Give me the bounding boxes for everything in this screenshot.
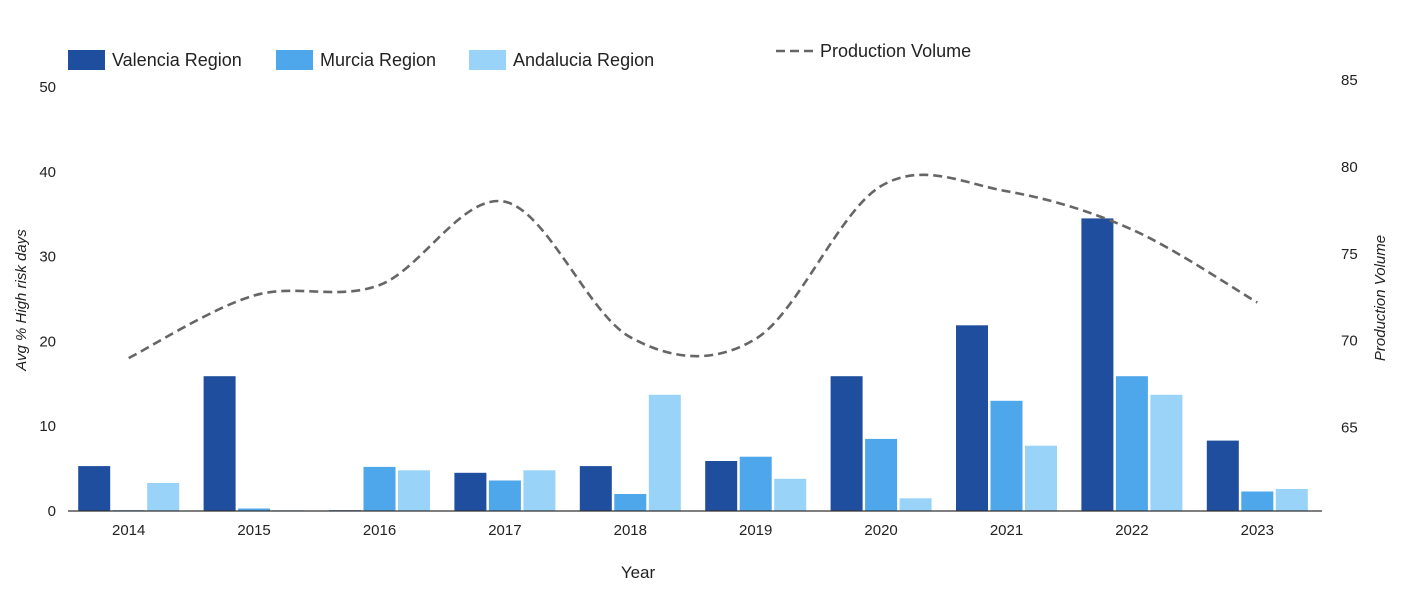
bar-valencia-region bbox=[705, 461, 738, 511]
bar-valencia-region bbox=[1081, 218, 1114, 511]
bar-andalucia-region bbox=[1275, 489, 1308, 511]
bar-andalucia-region bbox=[899, 498, 932, 511]
bar-murcia-region bbox=[990, 400, 1023, 511]
y-axis-left-title: Avg % High risk days bbox=[13, 229, 30, 372]
bar-murcia-region bbox=[739, 456, 772, 511]
bar-murcia-region bbox=[865, 438, 898, 511]
x-tick-label: 2018 bbox=[614, 522, 647, 539]
bar-andalucia-region bbox=[398, 470, 430, 511]
legend-swatch bbox=[68, 50, 105, 70]
bar-andalucia-region bbox=[1150, 394, 1183, 511]
y-left-tick-label: 20 bbox=[39, 333, 56, 350]
bar-valencia-region bbox=[203, 376, 236, 511]
legend-label: Andalucia Region bbox=[513, 50, 654, 70]
legend-item-andalucia-region[interactable]: Andalucia Region bbox=[469, 50, 654, 70]
x-tick-label: 2016 bbox=[363, 522, 396, 539]
legend-label: Production Volume bbox=[820, 41, 971, 61]
y-left-tick-label: 0 bbox=[48, 503, 56, 520]
legend-swatch bbox=[469, 50, 506, 70]
line-layer bbox=[128, 173, 1258, 360]
y-axis-right-title: Production Volume bbox=[1372, 235, 1389, 361]
y-right-tick-label: 80 bbox=[1341, 159, 1358, 176]
bar-murcia-region bbox=[614, 494, 647, 511]
y-axis-left: 0 10 20 30 40 50 bbox=[39, 79, 56, 520]
legend-item-murcia-region[interactable]: Murcia Region bbox=[276, 50, 436, 70]
y-right-tick-label: 85 bbox=[1341, 72, 1358, 89]
bar-valencia-region bbox=[579, 466, 612, 511]
y-right-tick-label: 70 bbox=[1341, 333, 1358, 350]
x-tick-label: 2021 bbox=[990, 522, 1023, 539]
bar-andalucia-region bbox=[147, 483, 180, 511]
x-tick-label: 2019 bbox=[739, 522, 772, 539]
y-left-tick-label: 30 bbox=[39, 249, 56, 266]
bar-valencia-region bbox=[956, 325, 988, 511]
bars bbox=[78, 218, 1308, 511]
bar-murcia-region bbox=[363, 466, 396, 511]
bar-murcia-region bbox=[238, 508, 271, 511]
bar-valencia-region bbox=[454, 472, 487, 511]
legend-item-valencia-region[interactable]: Valencia Region bbox=[68, 50, 242, 70]
bar-murcia-region bbox=[1115, 376, 1148, 511]
x-tick-label: 2022 bbox=[1115, 522, 1148, 539]
y-right-tick-label: 65 bbox=[1341, 420, 1358, 437]
bar-andalucia-region bbox=[1025, 445, 1057, 511]
bar-valencia-region bbox=[830, 376, 863, 511]
legend-item-production-volume[interactable]: Production Volume bbox=[776, 41, 971, 61]
bar-valencia-region bbox=[1206, 440, 1239, 511]
bar-murcia-region bbox=[1241, 491, 1274, 511]
bar-valencia-region bbox=[78, 466, 111, 511]
legend-label: Murcia Region bbox=[320, 50, 436, 70]
bar-andalucia-region bbox=[523, 470, 556, 511]
x-tick-label: 2020 bbox=[864, 522, 897, 539]
y-axis-right: 65 70 75 80 85 bbox=[1341, 72, 1358, 437]
bar-andalucia-region bbox=[774, 478, 807, 511]
x-tick-label: 2017 bbox=[488, 522, 521, 539]
x-tick-label: 2014 bbox=[112, 522, 145, 539]
y-right-tick-label: 75 bbox=[1341, 246, 1358, 263]
legend-swatch bbox=[276, 50, 313, 70]
line-production-volume bbox=[128, 173, 1258, 360]
x-tick-label: 2023 bbox=[1241, 522, 1274, 539]
y-left-tick-label: 50 bbox=[39, 79, 56, 96]
x-tick-label: 2015 bbox=[237, 522, 270, 539]
y-left-tick-label: 40 bbox=[39, 164, 56, 181]
x-axis-title: Year bbox=[621, 563, 656, 582]
bar-murcia-region bbox=[488, 480, 521, 511]
x-axis: 2014 2015 2016 2017 2018 2019 2020 2021 2022 2023 bbox=[112, 522, 1274, 539]
bar-andalucia-region bbox=[648, 394, 681, 511]
y-left-tick-label: 10 bbox=[39, 418, 56, 435]
legend-label: Valencia Region bbox=[112, 50, 242, 70]
legend: Valencia Region Murcia Region Andalucia Re… bbox=[68, 41, 971, 70]
